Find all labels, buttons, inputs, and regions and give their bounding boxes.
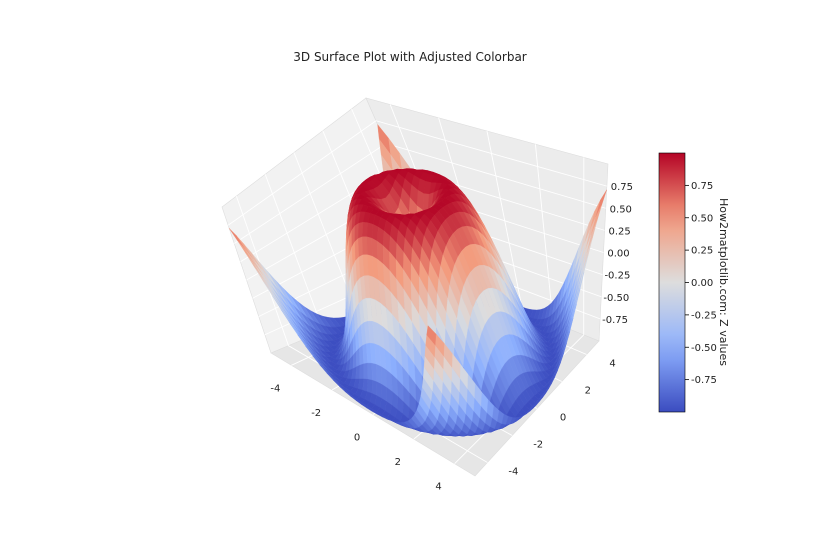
surface-facet <box>371 237 378 260</box>
y-tick-label: 2 <box>585 386 591 397</box>
surface-facet <box>367 379 373 394</box>
gridline-side-z <box>234 143 387 244</box>
surface-facet <box>355 364 361 380</box>
colorbar: -0.75 -0.50 -0.25 0.00 0.25 0.50 0.75 How2matp… <box>658 152 730 413</box>
colorbar-tick-label: -0.25 <box>691 310 717 321</box>
colorbar-tick-label: -0.50 <box>691 343 717 354</box>
x-tick-label: 2 <box>395 457 401 468</box>
z-tick-label: -0.75 <box>602 315 628 326</box>
colorbar-tick-label: -0.75 <box>691 375 717 386</box>
y-tick-label: 4 <box>609 359 615 370</box>
z-tick-label: 0.75 <box>611 182 633 193</box>
y-tick-label: -2 <box>533 440 543 451</box>
surface-facet <box>363 362 369 380</box>
z-tick-label: -0.50 <box>603 293 629 304</box>
colorbar-ticks: -0.75 -0.50 -0.25 0.00 0.25 0.50 0.75 <box>685 181 717 386</box>
surface-facet <box>371 379 378 396</box>
colorbar-tick-label: 0.50 <box>691 213 713 224</box>
gridline-back-z <box>375 120 607 187</box>
gridline-side-z <box>227 120 377 226</box>
surface-facet <box>366 236 373 257</box>
gridline-back-z <box>385 143 606 209</box>
x-tick-label: -2 <box>311 408 321 419</box>
x-tick-label: 0 <box>354 433 360 444</box>
colorbar-tick-label: 0.75 <box>691 181 713 192</box>
colorbar-tick-label: 0.00 <box>691 278 713 289</box>
surface-facet <box>426 325 437 346</box>
colorbar-gradient <box>658 152 686 413</box>
axes-ticks: -4 -2 0 2 4 -4 -2 0 2 4 -0.75 -0.50 -0.25 0.00 0.25 0.5… <box>270 182 633 493</box>
chart-title: 3D Surface Plot with Adjusted Colorbar <box>293 50 527 64</box>
y-tick-label: -4 <box>508 467 518 478</box>
x-tick-label: 4 <box>435 482 441 493</box>
z-tick-label: 0.25 <box>608 226 630 237</box>
z-tick-label: -0.25 <box>604 271 630 282</box>
y-tick-label: 0 <box>560 413 566 424</box>
colorbar-label: How2matplotlib.com: Z values <box>717 198 730 366</box>
surface-facet <box>358 236 363 258</box>
x-tick-label: -4 <box>270 383 280 394</box>
surface-facet <box>359 363 364 380</box>
surface-mesh <box>228 123 607 437</box>
colorbar-tick-label: 0.25 <box>691 246 713 257</box>
z-tick-label: 0.00 <box>607 249 629 260</box>
z-tick-label: 0.50 <box>610 204 632 215</box>
surface-facet <box>362 236 368 256</box>
